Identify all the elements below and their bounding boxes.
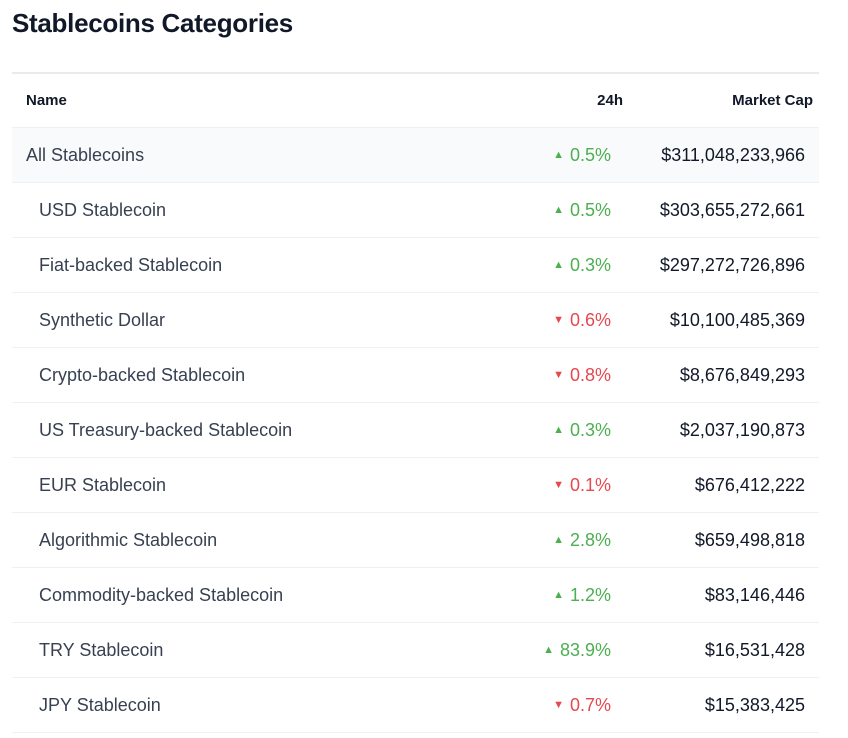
change-value: 0.8% (569, 364, 611, 385)
change-value: 2.8% (569, 529, 611, 550)
triangle-up-icon: ▲ (553, 204, 564, 216)
change-value: 83.9% (559, 639, 611, 660)
table-row[interactable]: All Stablecoins ▲ 0.5% $311,048,233,966 (12, 128, 819, 183)
change-24h: ▼ 0.8% (431, 365, 615, 386)
change-24h: ▲ 0.3% (431, 255, 615, 276)
change-value: 0.6% (569, 309, 611, 330)
triangle-up-icon: ▲ (553, 149, 564, 161)
change-24h: ▼ 0.7% (431, 695, 615, 716)
table-row[interactable]: JPY Stablecoin ▼ 0.7% $15,383,425 (12, 678, 819, 733)
table-row[interactable]: USD Stablecoin ▲ 0.5% $303,655,272,661 (12, 183, 819, 238)
market-cap: $311,048,233,966 (661, 144, 805, 165)
table-row[interactable]: Synthetic Dollar ▼ 0.6% $10,100,485,369 (12, 293, 819, 348)
table-row[interactable]: Algorithmic Stablecoin ▲ 2.8% $659,498,81… (12, 513, 819, 568)
categories-table: Name 24h Market Cap All Stablecoins ▲ 0.5… (12, 72, 819, 733)
category-name[interactable]: JPY Stablecoin (39, 694, 161, 715)
change-value: 0.3% (569, 254, 611, 275)
category-name[interactable]: Algorithmic Stablecoin (39, 529, 218, 550)
market-cap: $15,383,425 (704, 694, 805, 715)
page-title: Stablecoins Categories (12, 8, 293, 38)
category-name[interactable]: Commodity-backed Stablecoin (39, 584, 284, 605)
market-cap: $8,676,849,293 (679, 364, 805, 385)
table-row[interactable]: Fiat-backed Stablecoin ▲ 0.3% $297,272,72… (12, 238, 819, 293)
category-name[interactable]: All Stablecoins (26, 144, 145, 165)
change-24h: ▲ 0.5% (431, 200, 615, 221)
change-value: 0.7% (569, 694, 611, 715)
market-cap: $303,655,272,661 (659, 199, 805, 220)
table-row[interactable]: Commodity-backed Stablecoin ▲ 1.2% $83,14… (12, 568, 819, 623)
table-header: Name 24h Market Cap (12, 74, 819, 128)
market-cap: $297,272,726,896 (659, 254, 805, 275)
category-name[interactable]: Crypto-backed Stablecoin (39, 364, 246, 385)
table-row[interactable]: TRY Stablecoin ▲ 83.9% $16,531,428 (12, 623, 819, 678)
category-name[interactable]: TRY Stablecoin (39, 639, 164, 660)
triangle-up-icon: ▲ (553, 259, 564, 271)
change-value: 1.2% (569, 584, 611, 605)
change-value: 0.3% (569, 419, 611, 440)
change-24h: ▼ 0.1% (431, 475, 615, 496)
triangle-down-icon: ▼ (553, 699, 564, 711)
market-cap: $659,498,818 (694, 529, 805, 550)
triangle-up-icon: ▲ (553, 589, 564, 601)
market-cap: $676,412,222 (694, 474, 805, 495)
column-header-market-cap[interactable]: Market Cap (732, 92, 813, 109)
column-header-24h[interactable]: 24h (597, 92, 623, 109)
category-name[interactable]: Fiat-backed Stablecoin (39, 254, 223, 275)
change-24h: ▲ 2.8% (431, 530, 615, 551)
change-24h: ▲ 0.5% (431, 145, 615, 166)
triangle-up-icon: ▲ (543, 644, 554, 656)
category-name[interactable]: US Treasury-backed Stablecoin (39, 419, 293, 440)
table-row[interactable]: US Treasury-backed Stablecoin ▲ 0.3% $2,0… (12, 403, 819, 458)
change-24h: ▼ 0.6% (431, 310, 615, 331)
market-cap: $83,146,446 (704, 584, 805, 605)
category-name[interactable]: USD Stablecoin (39, 199, 167, 220)
change-value: 0.1% (569, 474, 611, 495)
market-cap: $16,531,428 (704, 639, 805, 660)
change-value: 0.5% (569, 199, 611, 220)
market-cap: $2,037,190,873 (679, 419, 805, 440)
change-24h: ▲ 1.2% (431, 585, 615, 606)
change-24h: ▲ 0.3% (431, 420, 615, 441)
triangle-down-icon: ▼ (553, 314, 564, 326)
column-header-name[interactable]: Name (26, 92, 67, 109)
market-cap: $10,100,485,369 (669, 309, 805, 330)
change-value: 0.5% (569, 144, 611, 165)
triangle-up-icon: ▲ (553, 424, 564, 436)
triangle-up-icon: ▲ (553, 534, 564, 546)
change-24h: ▲ 83.9% (431, 640, 615, 661)
category-name[interactable]: Synthetic Dollar (39, 309, 166, 330)
triangle-down-icon: ▼ (553, 479, 564, 491)
table-row[interactable]: Crypto-backed Stablecoin ▼ 0.8% $8,676,84… (12, 348, 819, 403)
triangle-down-icon: ▼ (553, 369, 564, 381)
table-row[interactable]: EUR Stablecoin ▼ 0.1% $676,412,222 (12, 458, 819, 513)
category-name[interactable]: EUR Stablecoin (39, 474, 167, 495)
